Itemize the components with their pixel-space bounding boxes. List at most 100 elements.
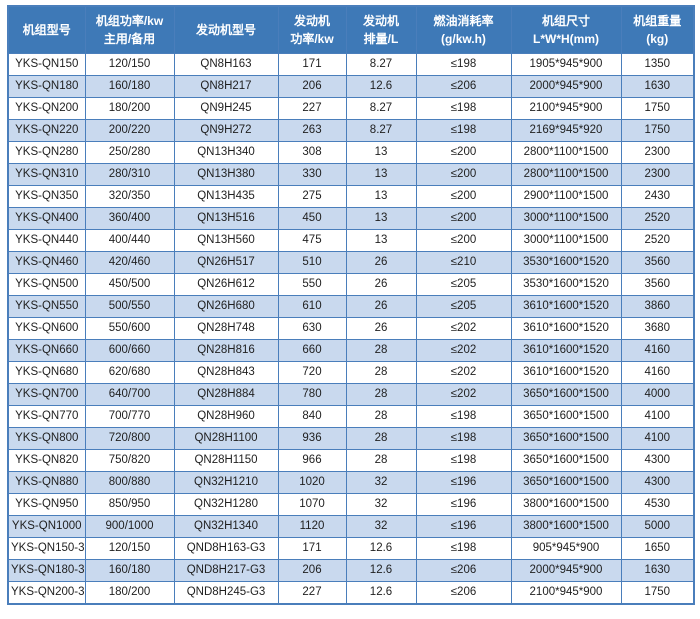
table-row: YKS-QN150 120/150 QN8H163 171 8.27 ≤198 1905*9…	[7, 52, 695, 76]
table-cell: 3800*1600*1500	[510, 514, 622, 538]
table-cell: ≤200	[415, 206, 512, 230]
table-cell: 26	[345, 272, 417, 296]
table-row: YKS-QN660 600/660 QN28H816 660 28 ≤202 3610*16…	[7, 338, 695, 362]
table-row: YKS-QN820 750/820 QN28H1150 966 28 ≤198 3650*1…	[7, 448, 695, 472]
table-cell: QN28H748	[173, 316, 279, 340]
table-cell: 900/1000	[84, 514, 175, 538]
table-cell: 308	[277, 140, 347, 164]
table-cell: 12.6	[345, 536, 417, 560]
table-cell: 180/200	[84, 96, 175, 120]
table-cell: ≤198	[415, 426, 512, 450]
table-cell: 640/700	[84, 382, 175, 406]
table-cell: 8.27	[345, 118, 417, 142]
table-cell: 1650	[620, 536, 695, 560]
table-cell: YKS-QN460	[7, 250, 86, 274]
table-cell: 28	[345, 338, 417, 362]
table-cell: ≤198	[415, 404, 512, 428]
table-cell: QN13H380	[173, 162, 279, 186]
table-cell: 475	[277, 228, 347, 252]
table-cell: 610	[277, 294, 347, 318]
table-cell: 1750	[620, 580, 695, 604]
table-cell: 2300	[620, 162, 695, 186]
table-cell: ≤198	[415, 536, 512, 560]
table-cell: QN9H272	[173, 118, 279, 142]
table-cell: YKS-QN400	[7, 206, 86, 230]
table-cell: 3560	[620, 250, 695, 274]
table-cell: 3610*1600*1520	[510, 316, 622, 340]
table-cell: 1905*945*900	[510, 52, 622, 76]
table-cell: 2520	[620, 228, 695, 252]
table-cell: 450/500	[84, 272, 175, 296]
table-cell: 936	[277, 426, 347, 450]
table-cell: ≤198	[415, 118, 512, 142]
table-row: YKS-QN680 620/680 QN28H843 720 28 ≤202 3610*16…	[7, 360, 695, 384]
table-cell: 905*945*900	[510, 536, 622, 560]
table-cell: 840	[277, 404, 347, 428]
table-cell: 1750	[620, 118, 695, 142]
table-cell: 550/600	[84, 316, 175, 340]
table-cell: 3650*1600*1500	[510, 426, 622, 450]
table-cell: 4300	[620, 448, 695, 472]
table-cell: 28	[345, 404, 417, 428]
table-cell: 2430	[620, 184, 695, 208]
table-row: YKS-QN280 250/280 QN13H340 308 13 ≤200 2800*11…	[7, 140, 695, 164]
table-cell: 3530*1600*1520	[510, 250, 622, 274]
table-cell: 2900*1100*1500	[510, 184, 622, 208]
table-cell: QN28H1100	[173, 426, 279, 450]
table-row: YKS-QN180 160/180 QN8H217 206 12.6 ≤206 2000*9…	[7, 74, 695, 98]
table-row: YKS-QN460 420/460 QN26H517 510 26 ≤210 3530*16…	[7, 250, 695, 274]
table-cell: 450	[277, 206, 347, 230]
table-cell: 2800*1100*1500	[510, 140, 622, 164]
table-cell: 2100*945*900	[510, 96, 622, 120]
table-row: YKS-QN350 320/350 QN13H435 275 13 ≤200 2900*11…	[7, 184, 695, 208]
table-cell: 13	[345, 162, 417, 186]
table-row: YKS-QN200 180/200 QN9H245 227 8.27 ≤198 2100*9…	[7, 96, 695, 120]
table-cell: ≤196	[415, 514, 512, 538]
table-cell: 2000*945*900	[510, 74, 622, 98]
table-cell: QND8H163-G3	[173, 536, 279, 560]
table-row: YKS-QN1000 900/1000 QN32H1340 1120 32 ≤196 380…	[7, 514, 695, 538]
column-header-line: 机组尺寸	[541, 13, 590, 28]
table-cell: 1630	[620, 74, 695, 98]
table-cell: QND8H245-G3	[173, 580, 279, 604]
table-cell: ≤205	[415, 294, 512, 318]
table-cell: YKS-QN150	[7, 52, 86, 76]
table-cell: QN28H884	[173, 382, 279, 406]
table-cell: 13	[345, 228, 417, 252]
table-cell: 3650*1600*1500	[510, 404, 622, 428]
table-cell: 2100*945*900	[510, 580, 622, 604]
table-cell: YKS-QN950	[7, 492, 86, 516]
table-cell: QN28H960	[173, 404, 279, 428]
table-cell: 966	[277, 448, 347, 472]
table-cell: 28	[345, 382, 417, 406]
table-cell: 630	[277, 316, 347, 340]
column-header-line: 发动机	[362, 13, 399, 28]
table-cell: 227	[277, 96, 347, 120]
column-header-line: 机组功率/kw	[95, 13, 164, 28]
table-cell: 180/200	[84, 580, 175, 604]
table-cell: 1630	[620, 558, 695, 582]
table-cell: 26	[345, 316, 417, 340]
table-cell: QN13H516	[173, 206, 279, 230]
table-cell: YKS-QN220	[7, 118, 86, 142]
table-cell: 3860	[620, 294, 695, 318]
table-cell: YKS-QN600	[7, 316, 86, 340]
table-cell: 28	[345, 448, 417, 472]
table-row: YKS-QN600 550/600 QN28H748 630 26 ≤202 3610*16…	[7, 316, 695, 340]
table-cell: 3800*1600*1500	[510, 492, 622, 516]
table-cell: 320/350	[84, 184, 175, 208]
table-cell: 3650*1600*1500	[510, 448, 622, 472]
table-body: YKS-QN150 120/150 QN8H163 171 8.27 ≤198 1905*9…	[7, 52, 695, 604]
table-cell: ≤200	[415, 184, 512, 208]
column-header-engine-displacement: 发动机排量/L	[345, 5, 417, 54]
table-cell: 3610*1600*1520	[510, 338, 622, 362]
table-cell: QN28H1150	[173, 448, 279, 472]
table-cell: 4160	[620, 360, 695, 384]
table-cell: 26	[345, 294, 417, 318]
column-header-line: 排量/L	[363, 31, 399, 46]
column-header-line: 发动机	[293, 13, 330, 28]
table-cell: YKS-QN680	[7, 360, 86, 384]
table-cell: 32	[345, 514, 417, 538]
table-row: YKS-QN200-3 180/200 QND8H245-G3 227 12.6 ≤206…	[7, 580, 695, 604]
table-cell: 2000*945*900	[510, 558, 622, 582]
